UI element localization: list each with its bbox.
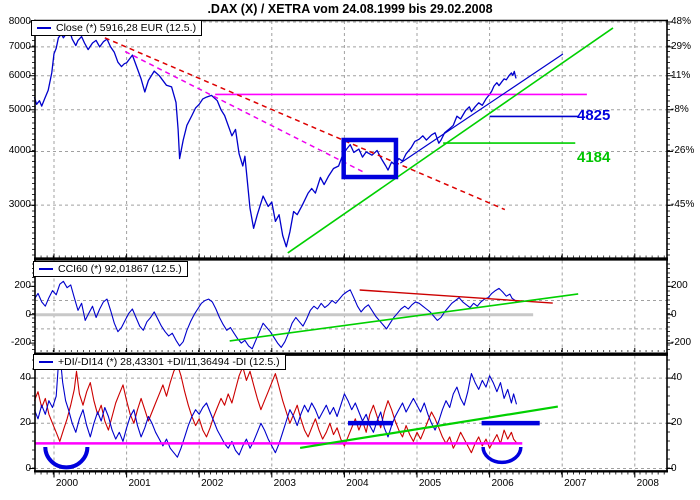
price-trendline (287, 27, 614, 254)
percent-axis-label: 11% (671, 69, 691, 81)
cci-axis-label: -200 (671, 337, 692, 349)
chart-title: .DAX (X) / XETRA vom 24.08.1999 bis 29.0… (207, 2, 493, 16)
price-trendline (399, 53, 564, 164)
year-axis-label: 2006 (491, 478, 514, 489)
di-arc-annotation (481, 446, 523, 465)
di-axis-label: 20 (671, 417, 683, 429)
year-axis-label: 2007 (564, 478, 587, 489)
year-axis-label: 2005 (418, 478, 442, 489)
price-axis-label: 7000 (8, 40, 31, 52)
percent-axis-label: 48% (671, 16, 692, 27)
cci-axis-label: 0 (25, 308, 31, 320)
cci-series-cci60 (33, 280, 517, 350)
di-plot-area[interactable] (35, 355, 667, 471)
year-axis-label: 2003 (273, 478, 296, 489)
di-arc-annotation (43, 446, 90, 470)
price-axis-label: 4000 (8, 145, 31, 157)
cci-axis-label: 0 (671, 308, 677, 320)
year-axis-label: 2000 (55, 478, 79, 489)
cci-axis-label: -200 (10, 337, 31, 349)
year-axis-label: 2002 (201, 478, 224, 489)
di-axis-label: 0 (25, 462, 31, 474)
cci-axis-label: 200 (671, 280, 688, 292)
price-series-dax-close (33, 31, 517, 248)
percent-axis-label: -8% (671, 103, 689, 115)
price-axis-label: 5000 (8, 103, 31, 115)
cci-axis-label: 200 (14, 280, 31, 292)
price-legend: Close (*) 5916,28 EUR (12.5.) (31, 20, 203, 36)
di-axis-label: 20 (19, 417, 31, 429)
cci-legend-label: CCI60 (*) 92,01867 (12.5.) (58, 263, 182, 275)
percent-axis-label: 29% (671, 40, 692, 52)
price-series-swatch-icon (37, 27, 51, 29)
di-axis-label: 40 (671, 372, 683, 384)
di-legend: +DI/-DI14 (*) 28,43301 +DI/11,36494 -DI … (33, 354, 286, 370)
price-legend-label: Close (*) 5916,28 EUR (12.5.) (56, 22, 197, 34)
cci-trendline (359, 289, 553, 304)
di-axis-label: 40 (19, 372, 31, 384)
resistance-level-label: 4825 (577, 107, 611, 124)
support-level-label: 4184 (577, 149, 611, 166)
year-axis-label: 2008 (636, 478, 659, 489)
cci-series-swatch-icon (39, 268, 53, 270)
year-axis-label: 2004 (346, 478, 369, 489)
price-trendline (104, 37, 506, 211)
price-axis-label: 3000 (8, 199, 31, 211)
percent-axis-label: -26% (671, 145, 695, 157)
price-axis-label: 6000 (8, 69, 31, 81)
di-series-swatch-icon (39, 361, 53, 363)
di-axis-label: 0 (671, 462, 677, 474)
di-trendline (299, 405, 559, 450)
cci-trendline (229, 293, 579, 342)
di-legend-label: +DI/-DI14 (*) 28,43301 +DI/11,36494 -DI … (58, 356, 280, 368)
year-axis-label: 2001 (128, 478, 151, 489)
percent-axis-label: -45% (671, 199, 695, 211)
price-highlight-box (341, 137, 399, 180)
cci-legend: CCI60 (*) 92,01867 (12.5.) (33, 261, 188, 277)
price-axis-label: 8000 (8, 16, 31, 27)
